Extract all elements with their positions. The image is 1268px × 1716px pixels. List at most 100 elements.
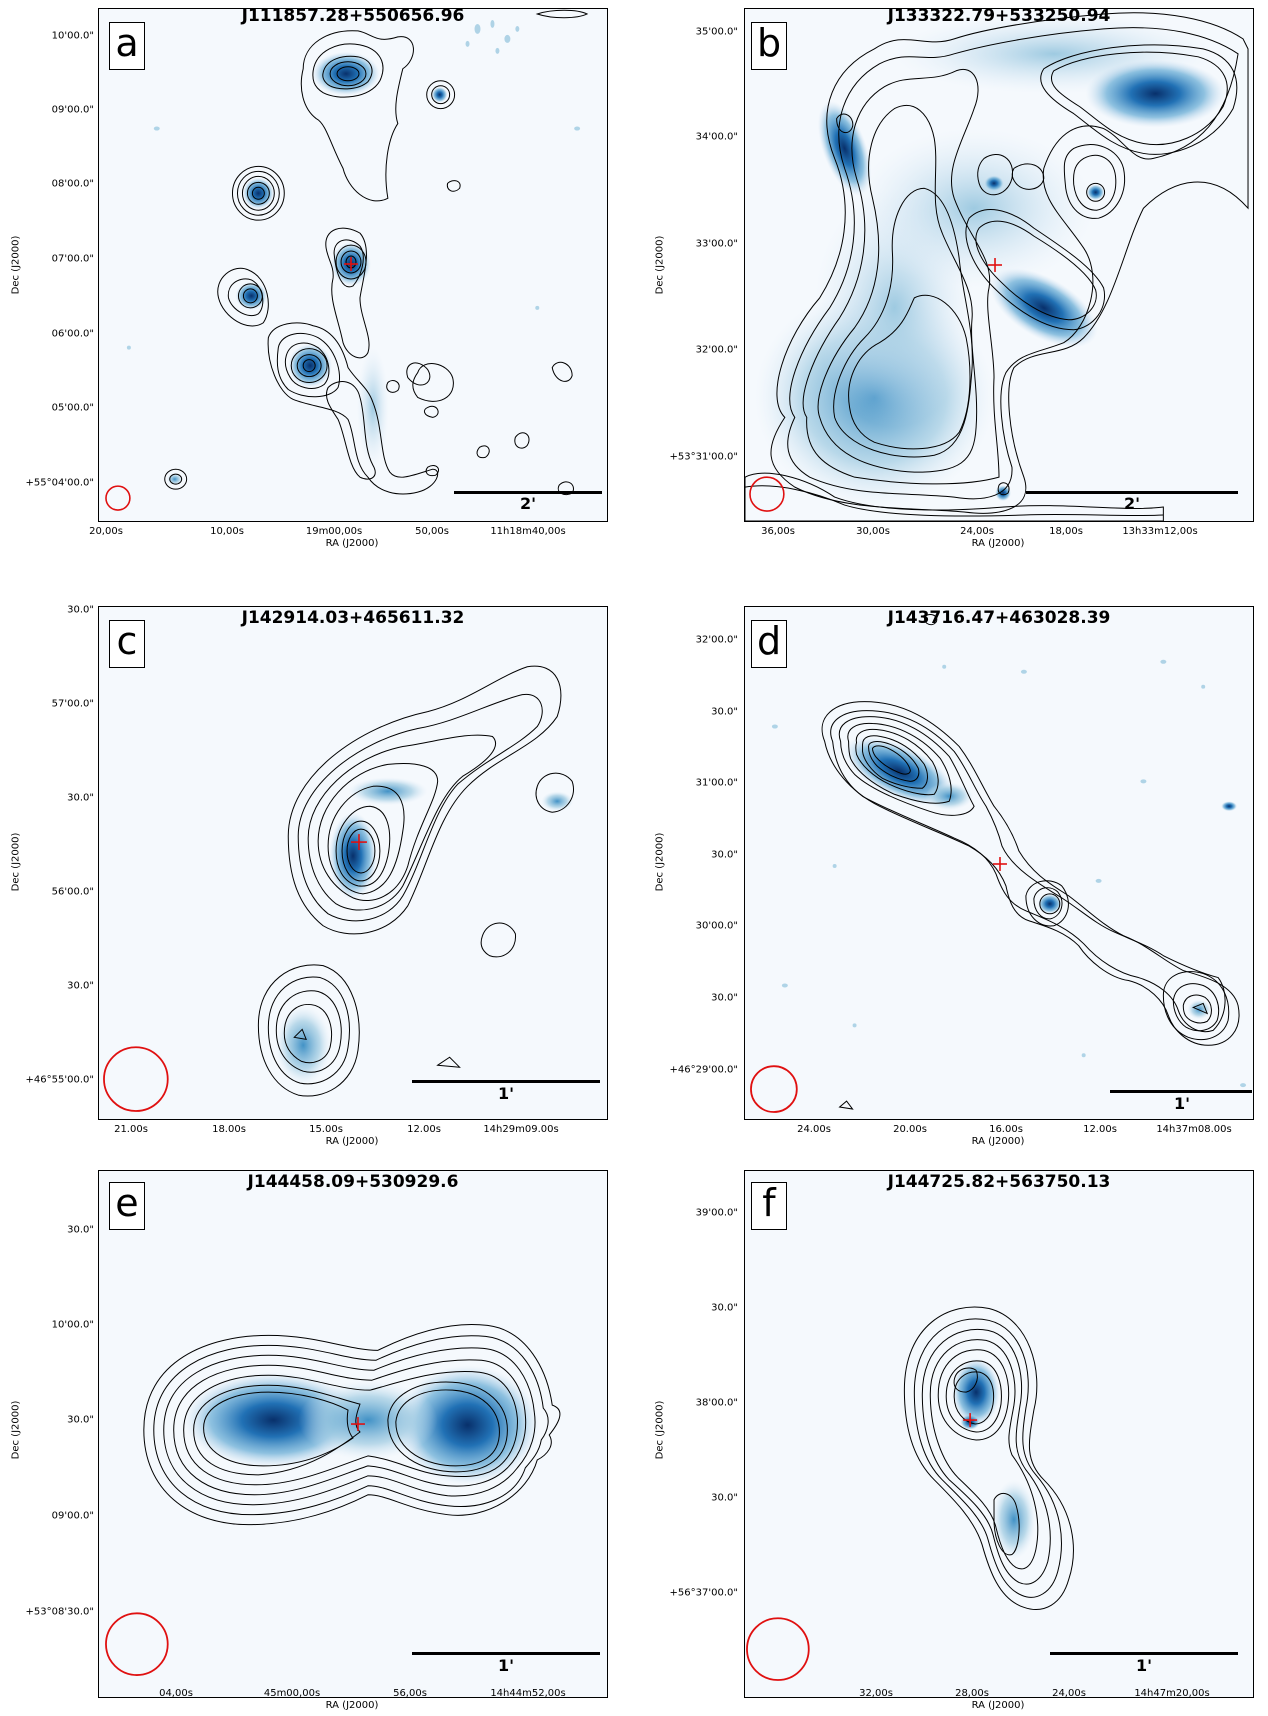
panel-b-contour bbox=[997, 482, 1010, 496]
panel-d-contour bbox=[838, 1100, 854, 1110]
panel-d-host-marker bbox=[993, 857, 1007, 871]
panel-d-contour bbox=[1191, 1002, 1209, 1015]
panel-e-contour bbox=[163, 1347, 536, 1506]
panel-f-contour bbox=[945, 1360, 1002, 1433]
panel-b-beam bbox=[749, 476, 785, 512]
panel-c-emission bbox=[275, 1005, 332, 1086]
panel-a-xtick: 11h18m40,00s bbox=[490, 526, 566, 537]
panel-d-xlabel: RA (J2000) bbox=[971, 1136, 1025, 1147]
panel-a-letter: a bbox=[109, 22, 145, 70]
panel-f-contour bbox=[993, 1493, 1020, 1556]
panel-b-emission bbox=[817, 101, 872, 196]
panel-f-image bbox=[744, 1170, 1254, 1698]
panel-e-scale-label: 1' bbox=[497, 1656, 515, 1675]
panel-d-contour bbox=[923, 614, 938, 626]
panel-a-contour bbox=[412, 363, 454, 402]
panel-e-emission bbox=[298, 1380, 438, 1460]
panel-a-contour bbox=[246, 181, 270, 205]
panel-d-emission bbox=[1221, 801, 1238, 812]
panel-d-contour bbox=[1182, 994, 1212, 1024]
panel-c-scale-label: 1' bbox=[497, 1084, 515, 1103]
panel-d-contour bbox=[855, 728, 939, 796]
panel-b-scale-bar bbox=[1026, 491, 1238, 494]
panel-c-contour bbox=[283, 1004, 333, 1064]
panel-e-letter: e bbox=[109, 1182, 145, 1230]
panel-c-ytick: 57'00.0" bbox=[51, 698, 94, 710]
panel-a-contour bbox=[340, 250, 362, 274]
panel-a-contour bbox=[426, 80, 456, 110]
panel-b-contour bbox=[975, 220, 1097, 321]
panel-a-contour bbox=[237, 283, 263, 309]
panel-d-contour bbox=[871, 745, 911, 775]
panel-e-ytick: 09'00.0" bbox=[51, 1510, 94, 1522]
panel-c-ytick: 30.0" bbox=[67, 980, 94, 992]
panel-a-contour bbox=[423, 405, 439, 418]
panel-d-ytick: 30.0" bbox=[711, 706, 738, 718]
panel-b-ytick: 33'00.0" bbox=[695, 238, 738, 250]
panel-a-contour bbox=[386, 380, 400, 393]
panel-e-contour bbox=[203, 1391, 354, 1467]
panel-c-beam bbox=[103, 1046, 169, 1112]
panel-b-emission bbox=[1086, 184, 1105, 201]
panel-d-xtick: 24.00s bbox=[797, 1124, 831, 1135]
panel-a-scale-bar bbox=[454, 491, 602, 494]
panel-b-xtick: 24,00s bbox=[960, 526, 994, 537]
panel-b-ytick: 35'00.0" bbox=[695, 26, 738, 38]
panel-a-contour bbox=[251, 186, 265, 200]
panel-c-letter: c bbox=[109, 620, 145, 668]
panel-d-contour bbox=[821, 701, 1240, 1046]
panel-f-ytick: +56°37'00.0" bbox=[669, 1587, 738, 1599]
panel-c-contour bbox=[346, 828, 376, 874]
panel-a-emission bbox=[166, 473, 183, 486]
panel-b-contour bbox=[745, 485, 1164, 517]
panel-e-contour bbox=[153, 1335, 549, 1516]
panel-c-xtick: 14h29m09.00s bbox=[483, 1124, 559, 1135]
panel-f-contour bbox=[921, 1328, 1051, 1585]
panel-d-xtick: 20.00s bbox=[893, 1124, 927, 1135]
panel-b-xtick: 13h33m12,00s bbox=[1122, 526, 1198, 537]
panel-d-ytick: +46°29'00.0" bbox=[669, 1064, 738, 1076]
panel-a-contour bbox=[446, 180, 461, 192]
panel-e-host-marker bbox=[351, 1417, 365, 1432]
panel-f-xtick: 24,00s bbox=[1052, 1688, 1086, 1699]
panel-d-ylabel: Dec (J2000) bbox=[654, 832, 666, 892]
panel-c-contour bbox=[480, 922, 516, 958]
panel-e-xtick: 45m00,00s bbox=[263, 1688, 321, 1699]
panel-e-contour bbox=[143, 1324, 561, 1526]
panel-d-map bbox=[750, 614, 1247, 1113]
panel-e-scale-bar bbox=[412, 1652, 600, 1655]
panel-d-xtick: 16.00s bbox=[989, 1124, 1023, 1135]
panel-c-image bbox=[98, 606, 608, 1120]
panel-a-emission bbox=[288, 343, 333, 388]
panel-a-ytick: +55°04'00.0" bbox=[25, 477, 94, 489]
panel-a-contour bbox=[425, 465, 439, 477]
panel-c-contour bbox=[317, 763, 439, 901]
panel-a-contour bbox=[325, 227, 370, 359]
panel-c-map bbox=[103, 665, 574, 1112]
panel-a-contour bbox=[217, 267, 269, 327]
panel-a-scale-label: 2' bbox=[519, 494, 537, 513]
panel-a-xtick: 20,00s bbox=[89, 526, 123, 537]
panel-b-contour bbox=[1051, 51, 1228, 145]
panel-d-xtick: 14h37m08.00s bbox=[1156, 1124, 1232, 1135]
panel-a-contour bbox=[535, 9, 589, 19]
panel-a-contour bbox=[300, 30, 414, 202]
panel-b-emission bbox=[995, 485, 1011, 502]
panel-e-map bbox=[105, 1324, 561, 1676]
panel-c-contour bbox=[535, 772, 574, 813]
panel-d-ytick: 30.0" bbox=[711, 992, 738, 1004]
panel-c-xtick: 12.00s bbox=[407, 1124, 441, 1135]
panel-a-ytick: 09'00.0" bbox=[51, 104, 94, 116]
panel-b-xtick: 36,00s bbox=[761, 526, 795, 537]
panel-a-contour bbox=[476, 445, 490, 459]
panel-b-xlabel: RA (J2000) bbox=[971, 538, 1025, 549]
panel-c-contour bbox=[341, 820, 381, 882]
panel-f-contour bbox=[929, 1339, 1039, 1570]
panel-c-ytick: 56'00.0" bbox=[51, 886, 94, 898]
panel-e-xtick: 14h44m52,00s bbox=[490, 1688, 566, 1699]
panel-b-ytick: +53°31'00.0" bbox=[669, 451, 738, 463]
panel-f-contour bbox=[913, 1318, 1062, 1598]
panel-e-contour bbox=[387, 1381, 508, 1473]
panel-a-contour bbox=[514, 432, 530, 449]
panel-a-contour bbox=[231, 165, 285, 221]
